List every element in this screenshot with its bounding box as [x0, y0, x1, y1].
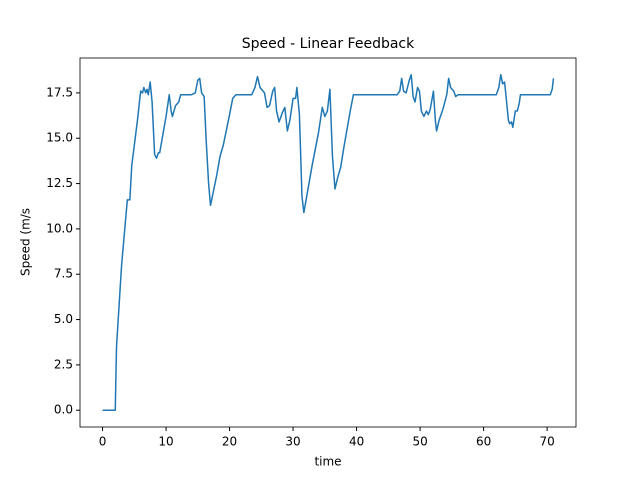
- x-tick-label: 60: [476, 435, 491, 449]
- data-line: [102, 74, 555, 411]
- x-tick-label: 50: [412, 435, 427, 449]
- x-tick-label: 10: [158, 435, 173, 449]
- plot-frame: [79, 57, 577, 428]
- y-tick-label: 12.5: [46, 176, 73, 190]
- x-tick-label: 30: [285, 435, 300, 449]
- chart-title: Speed - Linear Feedback: [242, 36, 415, 52]
- x-tick-label: 40: [349, 435, 364, 449]
- y-tick-label: 5.0: [54, 312, 73, 326]
- x-axis-label: time: [314, 455, 341, 469]
- y-tick-label: 7.5: [54, 267, 73, 281]
- y-tick-label: 17.5: [46, 85, 73, 99]
- x-tick-label: 20: [222, 435, 237, 449]
- y-tick-label: 15.0: [46, 131, 73, 145]
- y-tick-label: 2.5: [54, 357, 73, 371]
- x-tick-label: 0: [99, 435, 107, 449]
- x-tick-label: 70: [539, 435, 554, 449]
- y-tick-label: 0.0: [54, 403, 73, 417]
- y-tick-label: 10.0: [46, 221, 73, 235]
- y-axis-label: Speed (m/s: [19, 208, 33, 276]
